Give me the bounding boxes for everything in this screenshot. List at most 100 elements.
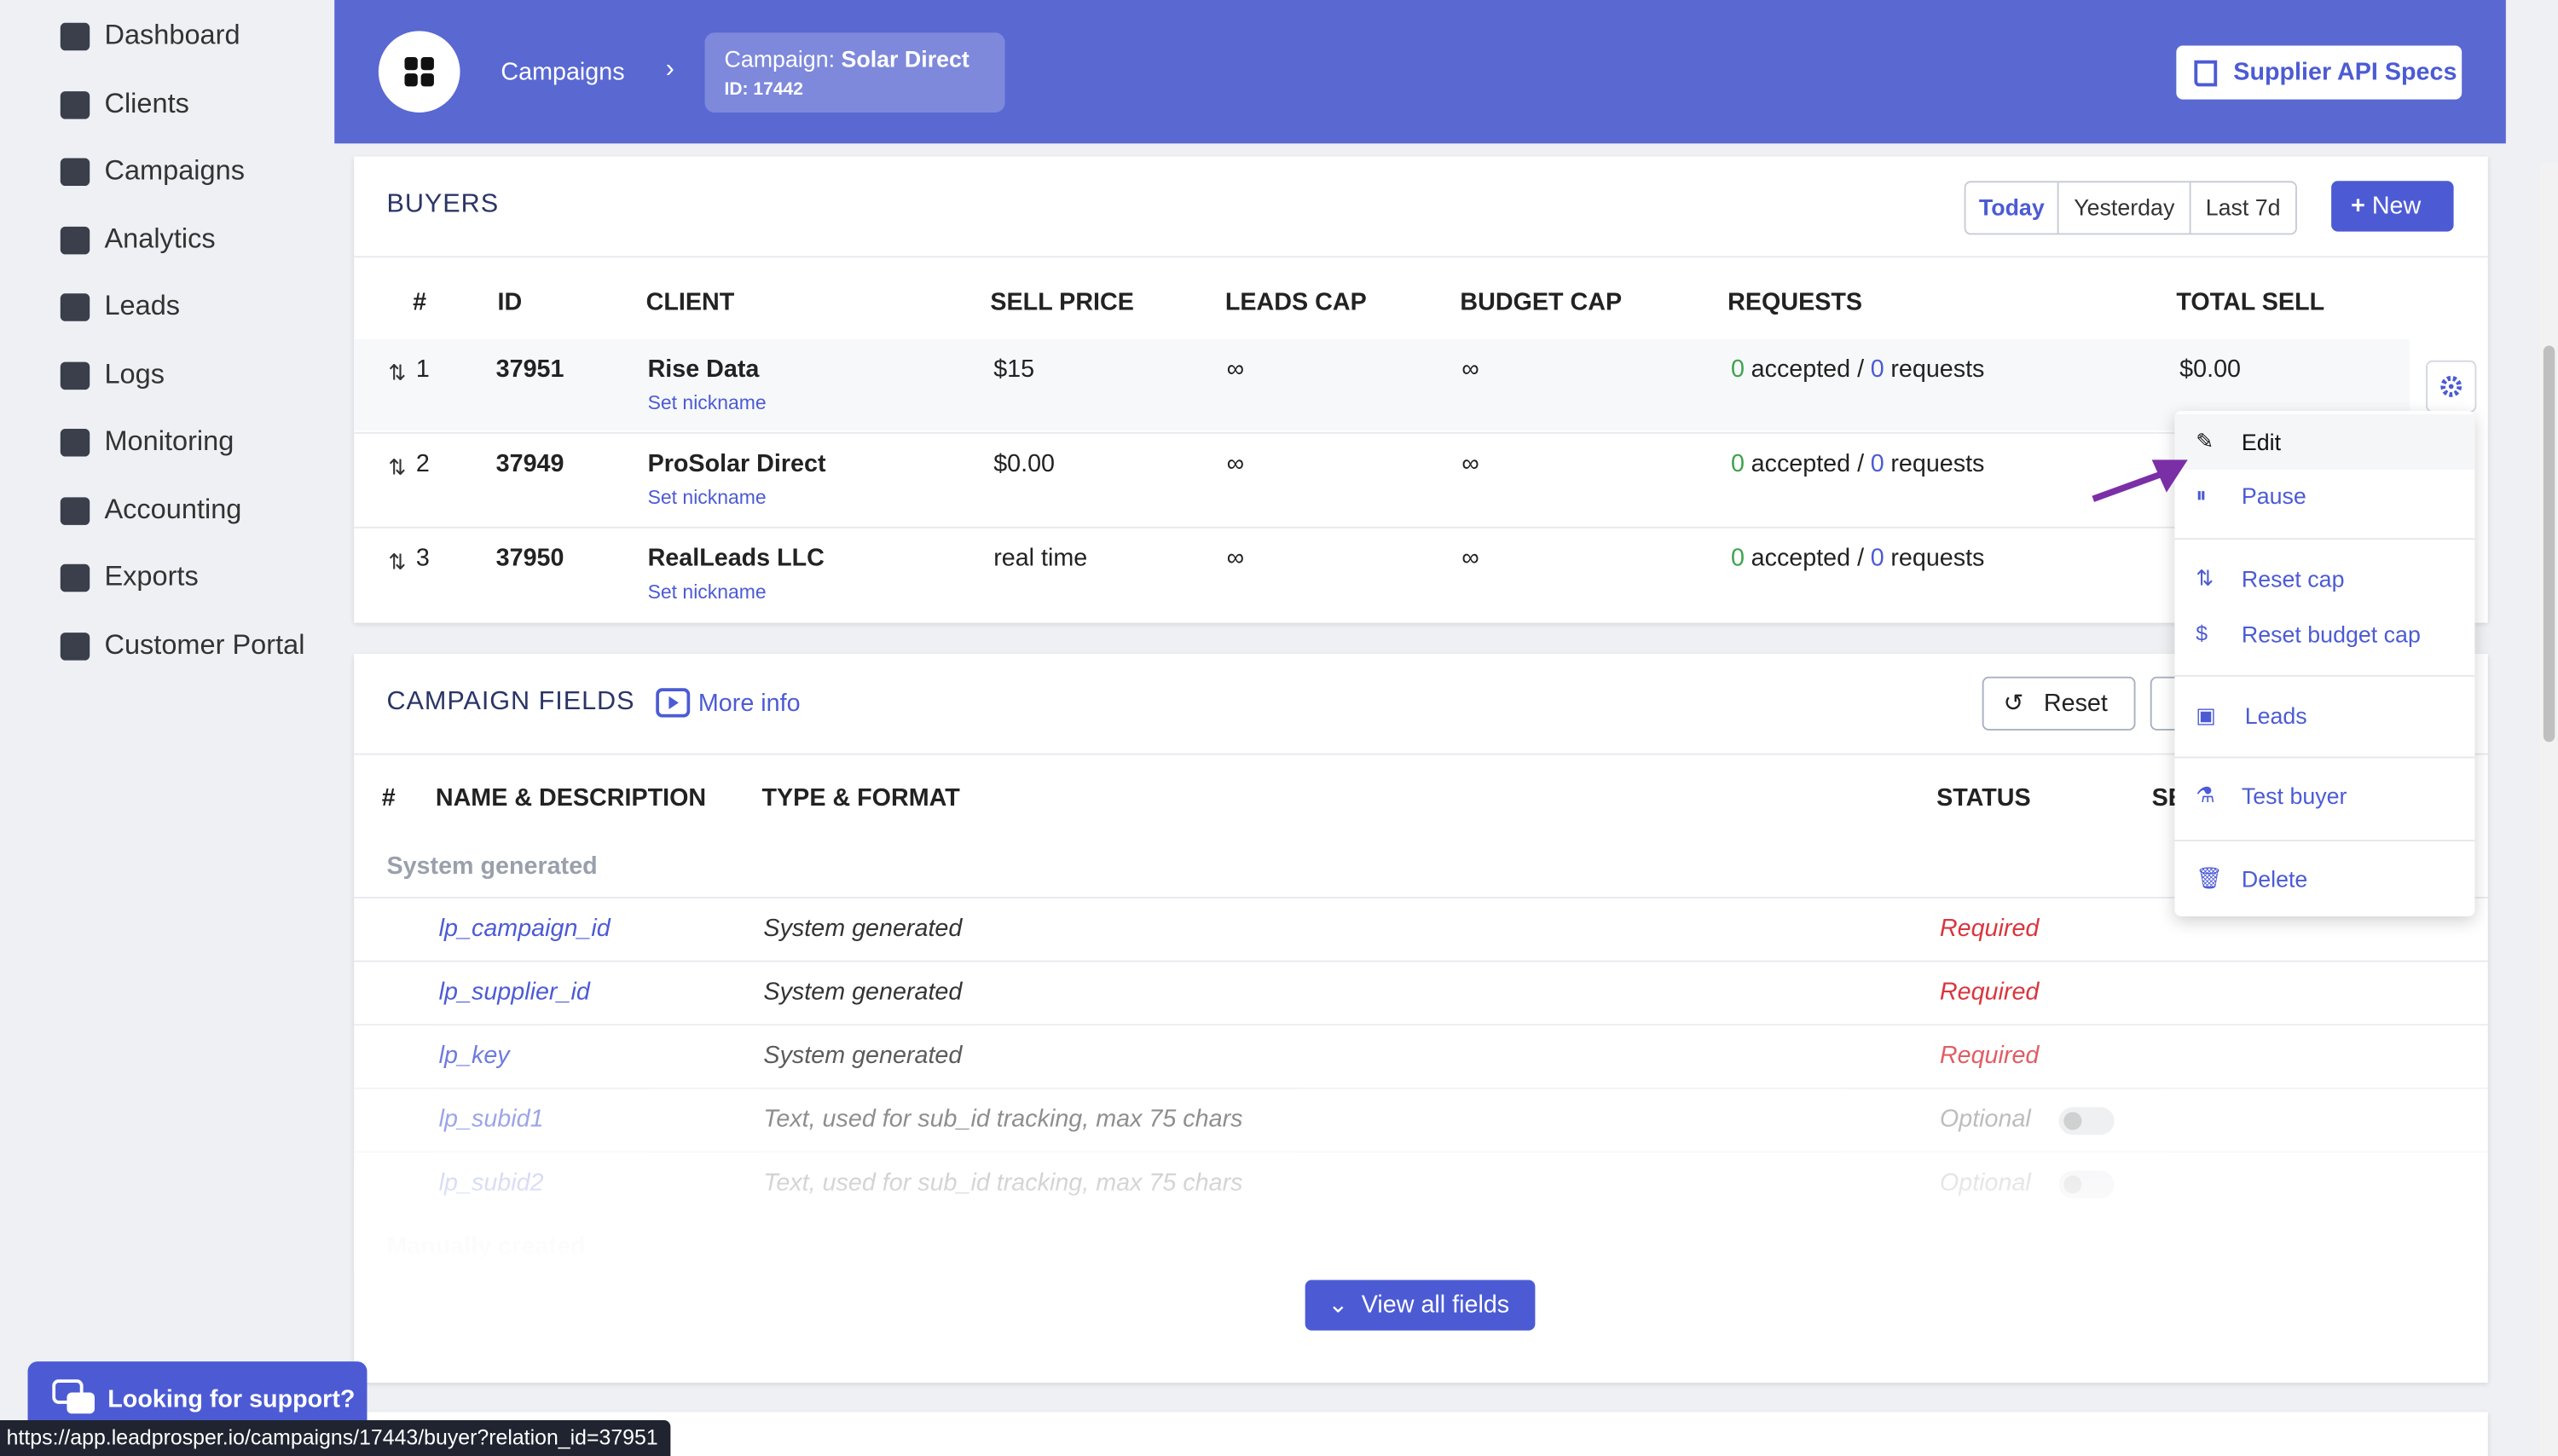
budget-cap: ∞ — [1461, 449, 1479, 478]
nav-icon — [60, 22, 90, 51]
gear-button[interactable] — [2426, 360, 2477, 413]
nav-item[interactable]: Campaigns — [104, 154, 245, 187]
nav-item[interactable]: Accounting — [104, 493, 242, 524]
home-button[interactable] — [378, 31, 460, 113]
buyers-title: BUYERS — [386, 190, 500, 219]
accepted: 0 — [1731, 544, 1745, 573]
sort-handle: ⇅ — [388, 454, 407, 480]
range-option[interactable]: Last 7d — [2189, 182, 2295, 234]
campaign-prefix: Campaign: — [724, 45, 836, 72]
sort-handle: ⇅ — [388, 360, 407, 385]
new-button[interactable]: + New — [2331, 181, 2454, 232]
breadcrumb[interactable]: Campaigns — [501, 58, 625, 87]
client[interactable]: ProSolar Direct — [647, 449, 826, 478]
chat-icon — [52, 1379, 95, 1414]
total-sell: $0.00 — [2179, 355, 2242, 384]
menu-highlight — [2174, 413, 2475, 470]
toggle[interactable] — [2058, 1106, 2115, 1135]
nav-item[interactable]: Customer Portal — [104, 628, 305, 660]
buyer-id: 37951 — [495, 355, 564, 384]
menu-item[interactable]: Edit — [2241, 429, 2282, 455]
nav-item[interactable]: Exports — [104, 560, 199, 592]
field-name[interactable]: lp_supplier_id — [438, 978, 590, 1007]
row-divider — [354, 431, 2175, 434]
requests: 0 accepted /0 requests — [1731, 355, 1991, 384]
column-header: BUDGET CAP — [1460, 288, 1623, 317]
view-all-label: View all fields — [1361, 1291, 1510, 1320]
row-hover — [354, 338, 2410, 430]
rank: 2 — [415, 449, 430, 478]
status-url: https://app.leadprosper.io/campaigns/174… — [0, 1419, 671, 1456]
menu-item[interactable]: Reset budget cap — [2241, 621, 2421, 648]
column-header: SELL PRICE — [990, 288, 1134, 317]
menu-item[interactable]: Leads — [2244, 702, 2307, 729]
nav-item[interactable]: Analytics — [104, 222, 216, 254]
nickname[interactable]: Set nickname — [647, 580, 767, 604]
nickname[interactable]: Set nickname — [647, 391, 767, 414]
grid-icon — [404, 56, 434, 87]
fields-title: CAMPAIGN FIELDS — [386, 688, 635, 716]
column-header: LEADS CAP — [1224, 288, 1367, 317]
nav-item[interactable]: Monitoring — [104, 425, 234, 457]
nav-item[interactable]: Clients — [104, 87, 189, 118]
menu-item[interactable]: Reset cap — [2241, 565, 2345, 592]
nav-item[interactable]: Leads — [104, 290, 181, 321]
scrollbar[interactable] — [2540, 163, 2558, 1456]
row-divider — [354, 1024, 2488, 1026]
divider — [354, 753, 2488, 755]
menu-icon: $ — [2196, 621, 2208, 646]
requests-label: requests — [1890, 449, 1985, 478]
field-name[interactable]: lp_campaign_id — [438, 915, 611, 943]
accepted-label: accepted / — [1751, 544, 1865, 573]
nickname[interactable]: Set nickname — [647, 485, 767, 509]
requests-label: requests — [1890, 544, 1985, 573]
campaign-pill: Campaign: Solar Direct ID: 17442 — [704, 32, 1005, 113]
divider — [354, 256, 2488, 258]
client[interactable]: Rise Data — [647, 355, 760, 384]
api-button[interactable]: Supplier API Specs — [2176, 45, 2463, 100]
range-option[interactable]: Today — [1978, 194, 2045, 221]
menu-item[interactable]: Test buyer — [2241, 783, 2347, 809]
requests: 0 — [1870, 544, 1884, 573]
field-name[interactable]: lp_subid1 — [438, 1105, 544, 1134]
row-divider — [354, 960, 2488, 962]
toggle-knob — [2063, 1112, 2082, 1130]
column-header: NAME & DESCRIPTION — [435, 784, 707, 812]
scroll-thumb[interactable] — [2543, 345, 2555, 742]
nav-item[interactable]: Logs — [104, 357, 165, 390]
menu-icon: ⏸ — [2196, 482, 2207, 507]
row-divider — [354, 526, 2175, 529]
nav-item[interactable]: Dashboard — [104, 19, 240, 51]
menu-divider — [2174, 756, 2475, 759]
leads-cap: ∞ — [1226, 355, 1245, 384]
column-header: # — [413, 288, 427, 317]
sort-handle: ⇅ — [388, 549, 407, 575]
nav-icon — [60, 496, 90, 524]
requests: 0 — [1870, 449, 1884, 478]
fade — [354, 1141, 2488, 1272]
view-all-button[interactable]: ⌄ View all fields — [1305, 1280, 1536, 1331]
sell-price: real time — [993, 544, 1088, 573]
field-status: Required — [1939, 1042, 2040, 1070]
new-label: New — [2371, 192, 2422, 221]
client[interactable]: RealLeads LLC — [647, 544, 825, 573]
budget-cap: ∞ — [1461, 544, 1479, 573]
menu-item[interactable]: Pause — [2241, 482, 2306, 509]
accepted: 0 — [1731, 449, 1745, 478]
nav-icon — [60, 429, 90, 457]
range-option[interactable]: Yesterday — [2057, 182, 2189, 234]
buyer-id: 37949 — [495, 449, 564, 478]
requests: 0 — [1870, 355, 1884, 384]
field-name[interactable]: lp_key — [438, 1042, 510, 1070]
reset-button[interactable]: ↺ Reset — [1982, 676, 2136, 731]
leads-cap: ∞ — [1226, 544, 1245, 573]
more-info[interactable]: More info — [697, 690, 801, 718]
menu-item[interactable]: Delete — [2241, 865, 2308, 893]
row-divider — [354, 1087, 2488, 1089]
nav-icon — [60, 563, 90, 592]
accepted-label: accepted / — [1751, 355, 1865, 384]
